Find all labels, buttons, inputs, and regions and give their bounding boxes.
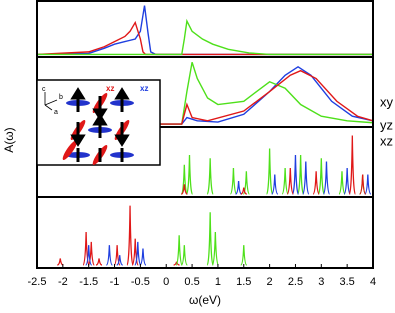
x-tick-label: 3 <box>318 276 324 288</box>
axis-b <box>44 99 58 106</box>
spectral-peak <box>348 135 356 195</box>
spectral-peak <box>206 158 214 195</box>
spectral-peak <box>57 258 64 266</box>
spectral-peak <box>116 255 123 266</box>
spectral-line <box>36 20 373 56</box>
spectral-peak <box>343 168 351 195</box>
spectral-peak <box>85 245 93 266</box>
spectral-peak <box>181 184 188 195</box>
spectral-peak <box>296 155 305 195</box>
spectral-peak <box>235 180 242 195</box>
spectral-peak <box>364 174 372 195</box>
spectral-peak <box>134 241 142 266</box>
spectral-peak <box>317 158 325 195</box>
spectral-peak <box>95 258 103 266</box>
x-tick-label: 0.5 <box>184 276 199 288</box>
x-tick-label: -2.5 <box>28 276 47 288</box>
spectral-peak <box>206 212 214 266</box>
x-tick-label: -1 <box>110 276 120 288</box>
spectral-peak <box>131 238 139 266</box>
orbital <box>62 140 78 160</box>
spin-head <box>70 134 86 147</box>
spectral-line <box>37 69 374 125</box>
x-tick-label: 3.5 <box>340 276 355 288</box>
spectral-peak <box>126 205 134 266</box>
spectral-line <box>37 18 373 56</box>
spectral-peak <box>180 245 188 266</box>
spectral-peak <box>229 168 238 195</box>
spectral-peak <box>240 245 248 266</box>
spin-head <box>92 113 108 126</box>
spectral-peak <box>211 231 219 266</box>
spectral-peak <box>87 241 95 266</box>
spectral-peak <box>82 231 90 266</box>
inset-label: xz <box>140 84 148 93</box>
spin-head <box>114 87 130 100</box>
spectral-peak <box>338 171 346 195</box>
spectral-line <box>36 5 373 56</box>
spectral-peak <box>175 235 183 266</box>
spectral-peak <box>106 245 113 266</box>
spectral-peak <box>265 148 274 195</box>
spectral-peak <box>113 245 121 266</box>
spectral-peak <box>286 168 294 195</box>
x-tick-label: 2.5 <box>288 276 303 288</box>
inset: c b a xz xz <box>36 79 161 166</box>
x-tick-label: -1.5 <box>79 276 98 288</box>
spectral-peak <box>312 171 320 195</box>
x-tick-label: 1.5 <box>236 276 251 288</box>
x-axis-label: ω(eV) <box>189 293 221 307</box>
legend-entry: yz <box>380 117 393 132</box>
x-tick-label: 1 <box>215 276 221 288</box>
spectral-peak <box>291 155 300 195</box>
x-tick-label: 0 <box>163 276 169 288</box>
spectral-peak <box>271 174 279 195</box>
spectral-peak <box>139 248 147 266</box>
spectral-peak <box>359 174 366 195</box>
legend-entry: xz <box>380 133 393 148</box>
x-tick-label: 2 <box>267 276 273 288</box>
x-tick-label: -0.5 <box>131 276 150 288</box>
x-tick-label: 4 <box>370 276 376 288</box>
axis-label: b <box>59 94 63 101</box>
panels <box>36 5 374 266</box>
y-axis-label: A(ω) <box>2 127 16 152</box>
axis-a <box>44 104 53 111</box>
spectral-peak <box>185 155 194 195</box>
spectral-peak <box>302 161 310 195</box>
spins <box>70 87 130 162</box>
legend-entry: xy <box>380 94 394 109</box>
spectral-peak <box>240 187 247 195</box>
spectral-line <box>37 62 374 125</box>
spectral-peak <box>281 168 289 195</box>
spectral-peak <box>180 164 188 195</box>
inset-label: xz <box>106 84 114 93</box>
spin-head <box>70 87 86 100</box>
axis-label: c <box>42 86 46 93</box>
spin-head <box>114 134 130 147</box>
axis-label: a <box>54 109 58 116</box>
x-tick-label: -2 <box>58 276 68 288</box>
spectral-peak <box>173 261 180 266</box>
spectral-peak <box>322 161 331 195</box>
